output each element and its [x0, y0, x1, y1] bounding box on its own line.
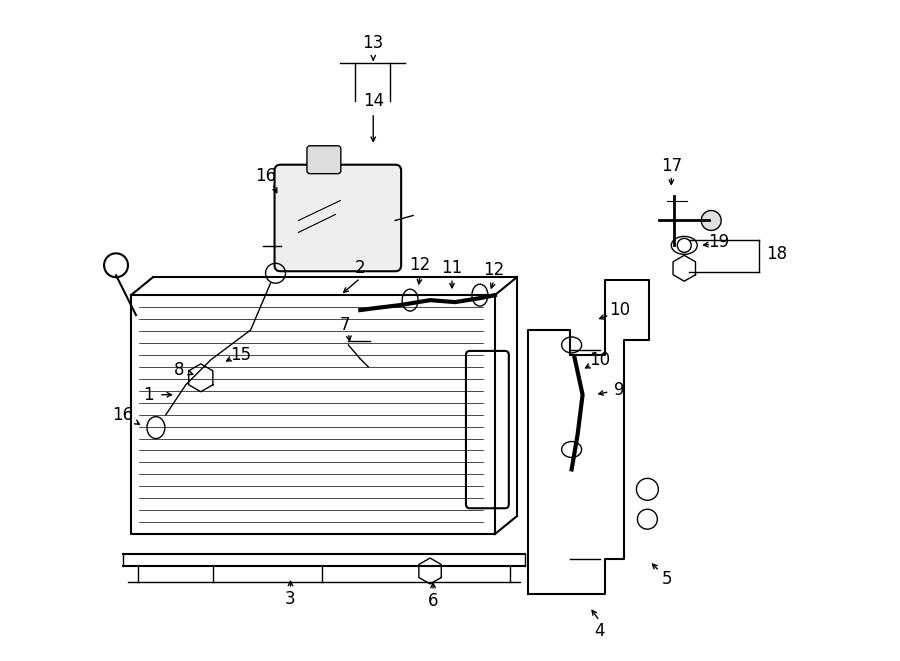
FancyBboxPatch shape — [274, 165, 401, 271]
Circle shape — [701, 210, 721, 231]
Text: 11: 11 — [441, 259, 463, 277]
Text: 18: 18 — [767, 245, 788, 263]
Text: 13: 13 — [363, 34, 384, 52]
Text: 15: 15 — [230, 346, 251, 364]
Text: 5: 5 — [662, 570, 672, 588]
Text: 17: 17 — [661, 157, 682, 175]
Text: 12: 12 — [483, 261, 505, 279]
Text: 7: 7 — [340, 316, 351, 334]
Text: 9: 9 — [614, 381, 625, 399]
Text: 3: 3 — [285, 590, 296, 608]
Text: 10: 10 — [589, 351, 610, 369]
Text: 16: 16 — [255, 167, 276, 184]
Text: 4: 4 — [594, 622, 605, 640]
Text: 1: 1 — [144, 386, 154, 404]
Text: 16: 16 — [112, 406, 133, 424]
Text: 6: 6 — [428, 592, 438, 610]
Text: 10: 10 — [609, 301, 630, 319]
Text: 8: 8 — [174, 361, 184, 379]
Text: 19: 19 — [708, 233, 730, 251]
FancyBboxPatch shape — [307, 146, 341, 174]
Text: 12: 12 — [410, 256, 431, 274]
Text: 14: 14 — [363, 92, 383, 110]
Text: 2: 2 — [355, 259, 365, 277]
